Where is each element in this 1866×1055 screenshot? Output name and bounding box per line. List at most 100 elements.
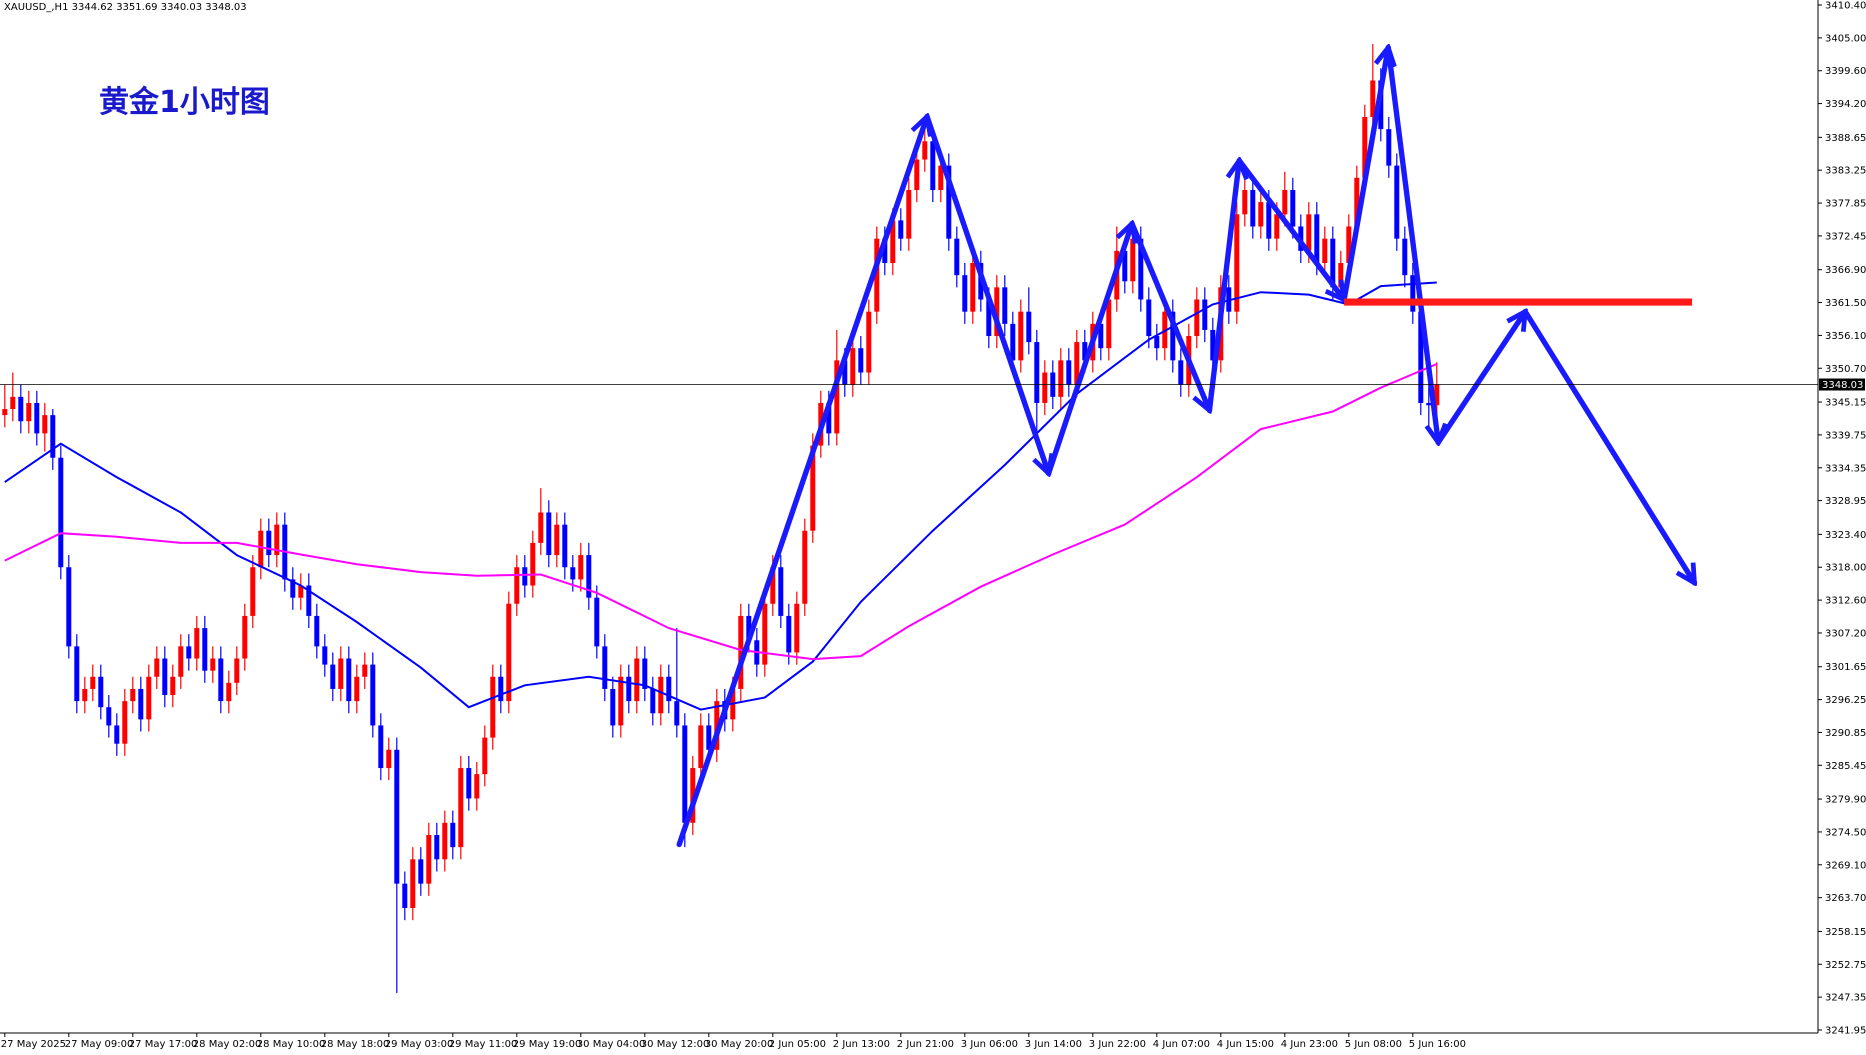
- candle-body: [1202, 299, 1208, 330]
- y-tick-label: 3301.65: [1825, 662, 1866, 673]
- candle-body: [602, 646, 608, 689]
- candle-body: [906, 189, 912, 239]
- trend-arrow: [1435, 312, 1525, 446]
- candle-body: [1138, 238, 1144, 300]
- y-tick-label: 3345.15: [1825, 398, 1866, 409]
- candle-body: [394, 749, 400, 884]
- candle-body: [562, 524, 568, 568]
- candle-body: [642, 658, 648, 689]
- candle-body: [74, 646, 80, 702]
- candle-body: [658, 676, 664, 714]
- candle-body: [370, 664, 376, 726]
- candle-body: [450, 822, 456, 848]
- candle-body: [258, 530, 264, 568]
- candle-body: [1250, 189, 1256, 227]
- candle-body: [2, 409, 8, 416]
- x-tick-label: 5 Jun 16:00: [1409, 1039, 1466, 1050]
- y-tick-label: 3312.60: [1825, 596, 1866, 607]
- candle-body: [770, 567, 776, 604]
- y-tick-label: 3405.00: [1825, 33, 1866, 44]
- candle-body: [346, 658, 352, 702]
- candle-body: [826, 402, 832, 434]
- candle-body: [386, 749, 392, 769]
- candle-body: [1426, 402, 1432, 406]
- candle-body: [330, 664, 336, 689]
- candle-body: [1258, 202, 1264, 227]
- candle-body: [1082, 342, 1088, 361]
- candle-body: [274, 524, 280, 556]
- y-tick-label: 3372.45: [1825, 231, 1866, 242]
- y-tick-label: 3269.10: [1825, 860, 1866, 871]
- candle-body: [994, 287, 1000, 337]
- candle-body: [290, 579, 296, 598]
- candle-body: [18, 396, 24, 422]
- candle-body: [482, 737, 488, 775]
- candle-body: [930, 141, 936, 190]
- candle-body: [1130, 238, 1136, 282]
- candle-body: [34, 402, 40, 434]
- candle-body: [162, 658, 168, 696]
- candle-body: [1034, 342, 1040, 403]
- candle-body: [1346, 226, 1352, 263]
- candle-body: [842, 360, 848, 385]
- candle-body: [1306, 214, 1312, 251]
- candle-body: [794, 603, 800, 653]
- y-tick-label: 3377.85: [1825, 199, 1866, 210]
- candle-body: [1338, 262, 1344, 288]
- candle-body: [938, 165, 944, 190]
- y-tick-label: 3323.40: [1825, 530, 1866, 541]
- candle-body: [778, 567, 784, 616]
- candle-body: [706, 725, 712, 750]
- candle-body: [322, 646, 328, 665]
- candle-body: [242, 615, 248, 659]
- x-tick-label: 29 May 03:00: [385, 1039, 454, 1050]
- y-tick-label: 3366.90: [1825, 265, 1866, 276]
- y-tick-label: 3252.75: [1825, 960, 1866, 971]
- candle-body: [210, 658, 216, 671]
- y-tick-label: 3410.40: [1825, 1, 1866, 12]
- x-tick-label: 27 May 17:00: [129, 1039, 198, 1050]
- candle-body: [690, 768, 696, 823]
- x-tick-label: 28 May 10:00: [257, 1039, 326, 1050]
- candle-body: [42, 415, 48, 434]
- candle-body: [266, 530, 272, 556]
- candle-body: [474, 774, 480, 799]
- candle-body: [650, 688, 656, 714]
- x-tick-label: 27 May 09:00: [65, 1039, 134, 1050]
- candle-body: [1194, 299, 1200, 337]
- candle-body: [1122, 250, 1128, 282]
- candle-body: [90, 676, 96, 689]
- candle-body: [402, 883, 408, 908]
- x-tick-label: 29 May 11:00: [449, 1039, 518, 1050]
- y-tick-label: 3361.50: [1825, 298, 1866, 309]
- candle-body: [810, 445, 816, 531]
- trend-arrow: [1522, 308, 1698, 583]
- candle-body: [1170, 311, 1176, 361]
- candle-body: [442, 822, 448, 860]
- y-tick-label: 3388.65: [1825, 133, 1866, 144]
- candle-body: [1330, 238, 1336, 288]
- y-tick-label: 3356.10: [1825, 331, 1866, 342]
- candle-body: [1354, 177, 1360, 227]
- candle-body: [1002, 287, 1008, 324]
- x-tick-label: 2 Jun 05:00: [769, 1039, 826, 1050]
- candle-body: [154, 658, 160, 677]
- candle-body: [1010, 323, 1016, 361]
- moving-average: [4, 363, 1438, 661]
- candle-body: [458, 768, 464, 848]
- candle-body: [674, 701, 680, 726]
- candle-body: [1018, 311, 1024, 361]
- candle-body: [762, 603, 768, 665]
- last-close: 3348.03: [205, 2, 246, 13]
- candle-body: [634, 658, 640, 702]
- x-tick-label: 30 May 20:00: [705, 1039, 774, 1050]
- candle-body: [1066, 360, 1072, 385]
- x-tick-label: 30 May 04:00: [577, 1039, 646, 1050]
- candle-body: [858, 348, 864, 373]
- candle-body: [1210, 329, 1216, 361]
- candle-body: [530, 542, 536, 586]
- y-tick-label: 3350.70: [1825, 364, 1866, 375]
- candle-body: [1322, 238, 1328, 263]
- candle-body: [82, 688, 88, 702]
